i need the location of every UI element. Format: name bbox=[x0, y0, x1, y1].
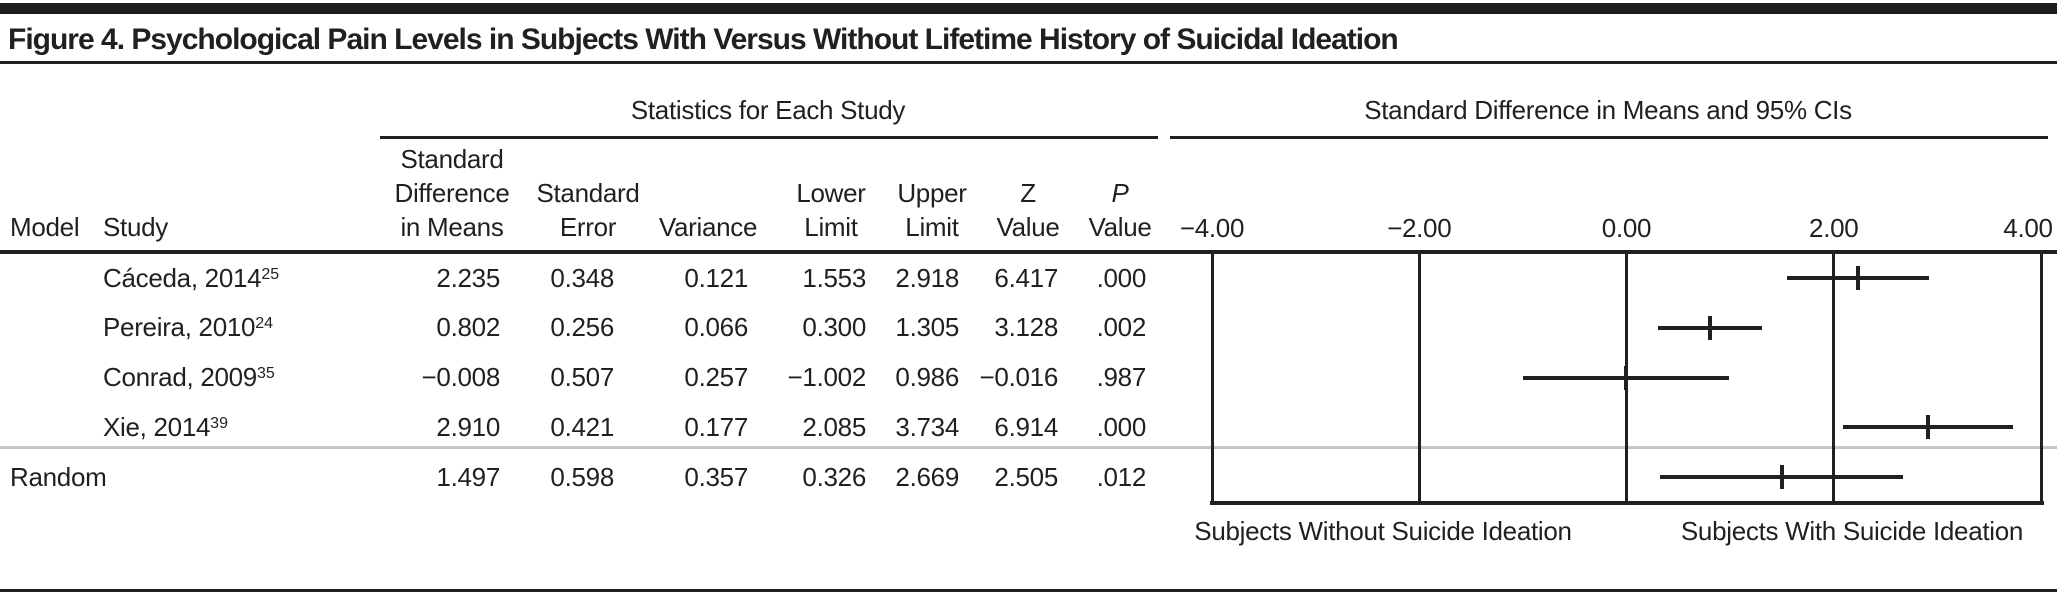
table-row: Xie, 201439 2.910 0.421 0.177 2.085 3.73… bbox=[0, 412, 1165, 442]
plot-gridline bbox=[2039, 250, 2043, 505]
upper-limit-value: 2.669 bbox=[895, 462, 959, 492]
ci-point-marker bbox=[1856, 266, 1861, 290]
sdm-value: −0.008 bbox=[421, 362, 501, 392]
column-header-se-line2: Error bbox=[559, 212, 617, 242]
lower-limit-value: −1.002 bbox=[787, 362, 867, 392]
se-value: 0.348 bbox=[550, 263, 614, 293]
stats-spanner-heading: Statistics for Each Study bbox=[630, 95, 906, 125]
header-rule bbox=[0, 250, 2057, 254]
lower-limit-value: 2.085 bbox=[802, 412, 866, 442]
axis-tick-label: 0.00 bbox=[1601, 213, 1652, 243]
column-header-lower-line2: Limit bbox=[804, 212, 858, 242]
column-header-sdm-line2: Difference bbox=[394, 178, 510, 208]
study-name: Conrad, 2009 bbox=[103, 362, 257, 392]
p-value: .000 bbox=[1096, 263, 1147, 293]
table-row: Pereira, 201024 0.802 0.256 0.066 0.300 … bbox=[0, 312, 1165, 342]
title-rule bbox=[0, 61, 2057, 64]
lower-limit-value: 0.326 bbox=[802, 462, 866, 492]
summary-row: Random 1.497 0.598 0.357 0.326 2.669 2.5… bbox=[0, 462, 1165, 492]
study-label: Conrad, 200935 bbox=[103, 362, 275, 392]
plot-spanner-heading: Standard Difference in Means and 95% CIs bbox=[1364, 95, 1852, 125]
summary-separator-rule bbox=[0, 446, 2057, 449]
study-name: Cáceda, 2014 bbox=[103, 263, 262, 293]
se-value: 0.421 bbox=[550, 412, 614, 442]
se-value: 0.256 bbox=[550, 312, 614, 342]
axis-tick-label: 2.00 bbox=[1809, 213, 1859, 243]
upper-limit-value: 3.734 bbox=[895, 412, 959, 442]
axis-tick-label: 4.00 bbox=[2003, 213, 2053, 243]
column-header-p-line1: P bbox=[1111, 178, 1129, 208]
ci-point-marker bbox=[1707, 315, 1712, 340]
table-row: Cáceda, 201425 2.235 0.348 0.121 1.553 2… bbox=[0, 263, 1165, 293]
study-name: Xie, 2014 bbox=[103, 412, 211, 442]
se-value: 0.507 bbox=[550, 362, 614, 392]
reference-superscript: 39 bbox=[210, 415, 228, 432]
p-value: .012 bbox=[1096, 462, 1147, 492]
variance-value: 0.257 bbox=[684, 362, 748, 392]
se-value: 0.598 bbox=[550, 462, 614, 492]
top-black-bar bbox=[0, 3, 2057, 14]
stats-spanner-rule bbox=[380, 136, 1158, 139]
column-header-upper-line2: Limit bbox=[905, 212, 959, 242]
sdm-value: 2.910 bbox=[436, 412, 500, 442]
column-header-z-line2: Value bbox=[996, 212, 1060, 242]
axis-tick-label: −2.00 bbox=[1387, 213, 1452, 243]
variance-value: 0.066 bbox=[684, 312, 748, 342]
upper-limit-value: 2.918 bbox=[895, 263, 959, 293]
reference-superscript: 25 bbox=[261, 266, 280, 283]
z-value: 6.417 bbox=[994, 263, 1058, 293]
figure-bottom-rule bbox=[0, 589, 2057, 592]
z-value: 3.128 bbox=[994, 312, 1058, 342]
column-header-variance: Variance bbox=[658, 212, 758, 242]
z-value: −0.016 bbox=[979, 362, 1059, 392]
ci-point-marker bbox=[1926, 415, 1931, 440]
variance-value: 0.177 bbox=[684, 412, 748, 442]
column-header-study: Study bbox=[103, 212, 168, 242]
lower-limit-value: 0.300 bbox=[802, 312, 866, 342]
sdm-value: 2.235 bbox=[436, 263, 500, 293]
sdm-value: 1.497 bbox=[436, 462, 500, 492]
column-header-sdm-line1: Standard bbox=[400, 144, 504, 174]
z-value: 2.505 bbox=[994, 462, 1058, 492]
column-header-model: Model bbox=[10, 212, 80, 242]
study-label: Pereira, 201024 bbox=[103, 312, 273, 342]
figure-title: Figure 4. Psychological Pain Levels in S… bbox=[8, 23, 1399, 56]
ci-point-marker bbox=[1623, 365, 1628, 390]
upper-limit-value: 0.986 bbox=[895, 362, 959, 392]
column-header-z-line1: Z bbox=[1020, 178, 1036, 208]
plot-gridline bbox=[1210, 250, 1214, 505]
positive-side-label: Subjects With Suicide Ideation bbox=[1680, 516, 2024, 546]
column-header-se-line1: Standard bbox=[536, 178, 640, 208]
summary-point-marker bbox=[1779, 465, 1784, 489]
plot-gridline bbox=[1832, 250, 1836, 505]
axis-tick-label: −4.00 bbox=[1179, 213, 1245, 243]
column-header-upper-line1: Upper bbox=[897, 178, 967, 208]
reference-superscript: 24 bbox=[255, 315, 273, 332]
sdm-value: 0.802 bbox=[436, 312, 500, 342]
study-label: Xie, 201439 bbox=[103, 412, 228, 442]
column-header-lower-line1: Lower bbox=[796, 178, 866, 208]
negative-side-label: Subjects Without Suicide Ideation bbox=[1194, 516, 1572, 546]
p-value: .000 bbox=[1096, 412, 1147, 442]
lower-limit-value: 1.553 bbox=[802, 263, 866, 293]
variance-value: 0.121 bbox=[684, 263, 748, 293]
table-row: Conrad, 200935 −0.008 0.507 0.257 −1.002… bbox=[0, 362, 1165, 392]
study-name: Pereira, 2010 bbox=[103, 312, 256, 342]
plot-spanner-rule bbox=[1170, 136, 2048, 139]
plot-gridline bbox=[1417, 250, 1421, 505]
column-header-p-line2: Value bbox=[1088, 212, 1152, 242]
z-value: 6.914 bbox=[994, 412, 1058, 442]
column-header-sdm-line3: in Means bbox=[400, 212, 504, 242]
study-label: Cáceda, 201425 bbox=[103, 263, 279, 293]
p-value: .987 bbox=[1096, 362, 1147, 392]
p-value: .002 bbox=[1096, 312, 1147, 342]
model-label: Random bbox=[10, 462, 107, 492]
variance-value: 0.357 bbox=[684, 462, 748, 492]
reference-superscript: 35 bbox=[256, 365, 275, 382]
upper-limit-value: 1.305 bbox=[895, 312, 959, 342]
